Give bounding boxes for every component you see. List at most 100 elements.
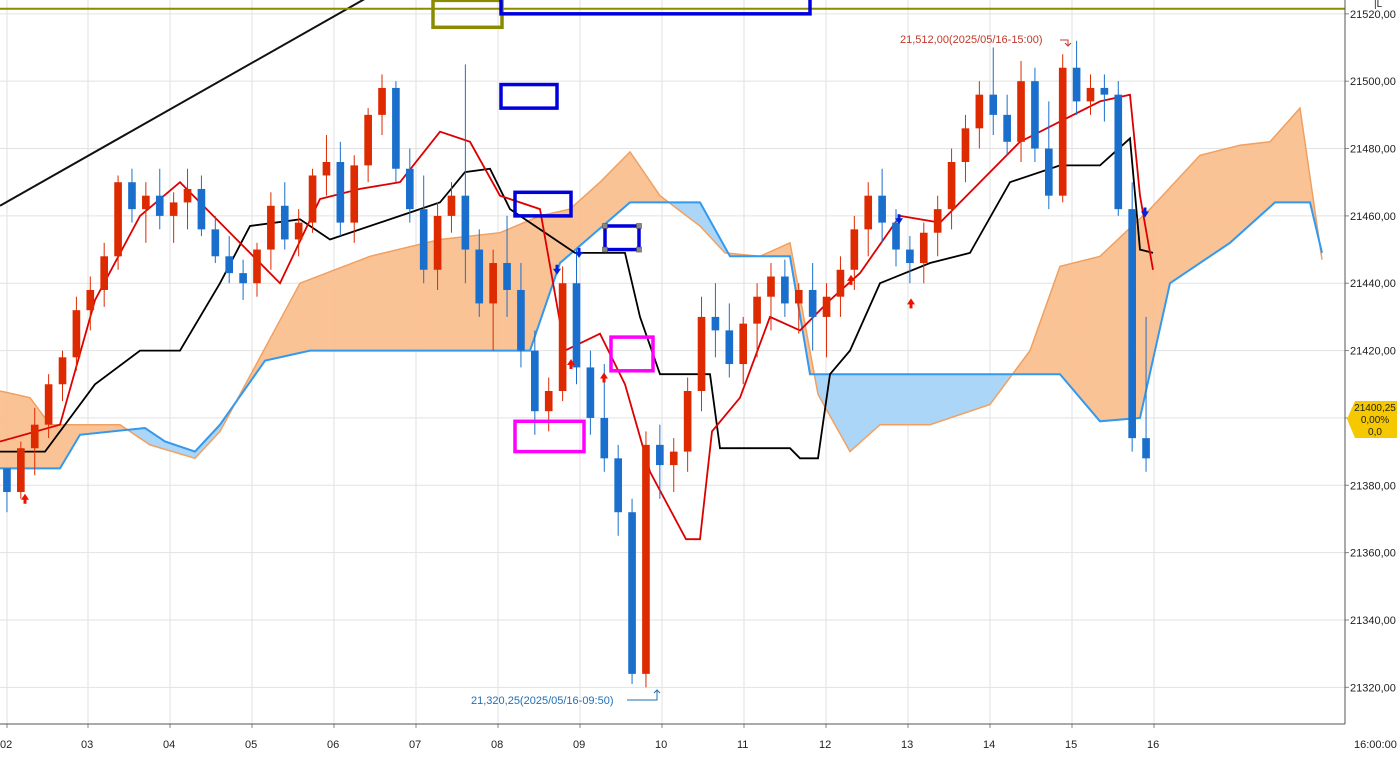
- candle-up: [142, 182, 150, 243]
- candle-body: [850, 229, 859, 270]
- candle-body: [100, 256, 109, 290]
- candle-up: [697, 296, 706, 412]
- buy-signal-arrow: [907, 298, 915, 309]
- cloud-bullish: [1013, 108, 1319, 422]
- candle-up: [642, 431, 650, 688]
- candle-down: [586, 350, 595, 435]
- candle-up: [114, 175, 122, 270]
- candle-down: [155, 168, 164, 230]
- candle-body: [364, 114, 372, 166]
- candle-body: [419, 209, 428, 270]
- current-price-value: 21400,25: [1354, 403, 1396, 414]
- candle-body: [503, 263, 511, 290]
- candle-down: [1100, 74, 1109, 122]
- leading-span-b-line: [0, 201, 1323, 470]
- magenta-marker-box: [513, 419, 586, 454]
- current-price-change: 0,0: [1368, 427, 1382, 438]
- candle-body: [336, 162, 345, 223]
- candle-body: [947, 162, 956, 210]
- candle-down: [878, 168, 886, 243]
- magenta-marker-box: [609, 335, 655, 373]
- cloud-bearish: [669, 202, 728, 254]
- y-tick-label: 21340,00: [1350, 615, 1396, 627]
- selection-handle: [636, 246, 642, 253]
- drawing-objects[interactable]: [0, 0, 1345, 454]
- annotations: 21,512,00(2025/05/16-15:00) 21,320,25(20…: [471, 34, 1072, 707]
- signal-arrows: [21, 207, 1149, 504]
- candle-body: [322, 162, 331, 176]
- time-axis[interactable]: 02 03 04 05 06 07 08 09 10 11 12 13 14 15 16 16:00:00: [0, 723, 1397, 751]
- candle-body: [683, 390, 692, 452]
- candle-body: [933, 209, 942, 233]
- candle-body: [405, 168, 414, 210]
- candle-up: [294, 209, 303, 257]
- candle-up: [253, 242, 261, 297]
- candle-body: [433, 215, 442, 270]
- candle-up: [100, 242, 109, 307]
- current-price-percent: 0,00%: [1361, 415, 1389, 426]
- candle-body: [155, 195, 164, 216]
- candle-body: [1044, 148, 1053, 196]
- candle-body: [72, 310, 81, 358]
- candle-body: [531, 350, 539, 412]
- candle-down: [461, 64, 470, 284]
- candle-body: [169, 202, 178, 216]
- candle-up: [1058, 54, 1067, 203]
- y-tick-label: 21420,00: [1350, 346, 1396, 358]
- candle-up: [947, 148, 956, 230]
- candle-down: [336, 141, 345, 237]
- candle-up: [753, 283, 761, 358]
- candle-up: [850, 215, 859, 290]
- candle-body: [17, 448, 25, 493]
- candle-body: [489, 263, 497, 304]
- candle-body: [392, 87, 400, 169]
- low-price-label: 21,320,25(2025/05/16-09:50): [471, 695, 614, 707]
- x-tick-label: 16: [1147, 739, 1159, 751]
- candle-body: [447, 195, 456, 216]
- candle-up: [72, 296, 81, 371]
- candle-up: [433, 202, 442, 290]
- x-tick-label: 14: [983, 739, 995, 751]
- candle-up: [558, 266, 567, 402]
- candle-body: [350, 165, 359, 223]
- candle-body: [308, 175, 317, 223]
- candle-up: [322, 135, 331, 196]
- candle-body: [558, 283, 567, 391]
- candle-down: [1114, 81, 1123, 216]
- y-tick-label: 21380,00: [1350, 480, 1396, 492]
- candle-body: [183, 188, 192, 203]
- candle-up: [58, 350, 67, 402]
- candle-down: [128, 168, 136, 223]
- candle-down: [989, 47, 998, 136]
- candle-up: [489, 249, 497, 351]
- candle-up: [86, 276, 95, 331]
- high-label-connector: [1060, 39, 1072, 47]
- high-price-label: 21,512,00(2025/05/16-15:00): [900, 34, 1043, 46]
- low-label-connector: [627, 689, 661, 701]
- candle-body: [1072, 67, 1081, 102]
- candle-up: [1086, 74, 1095, 115]
- candle-body: [781, 276, 789, 304]
- candle-down: [405, 148, 414, 223]
- candle-body: [544, 390, 553, 412]
- candle-down: [517, 263, 525, 368]
- candle-down: [906, 236, 914, 284]
- candle-body: [1142, 438, 1150, 459]
- candle-down: [808, 263, 817, 351]
- candle-down: [1003, 94, 1011, 156]
- blue-marker-box: [499, 82, 559, 110]
- buy-signal-arrow: [600, 372, 608, 383]
- candle-up: [933, 195, 942, 257]
- candle-down: [475, 229, 484, 317]
- x-tick-label: 15: [1065, 739, 1077, 751]
- candle-down: [211, 215, 220, 264]
- candle-down: [572, 249, 581, 385]
- candle-down: [419, 175, 428, 284]
- candle-body: [225, 256, 234, 274]
- x-tick-label: 07: [409, 739, 421, 751]
- candle-down: [1031, 67, 1039, 163]
- y-tick-label: 21480,00: [1350, 144, 1396, 156]
- candle-body: [1017, 81, 1025, 142]
